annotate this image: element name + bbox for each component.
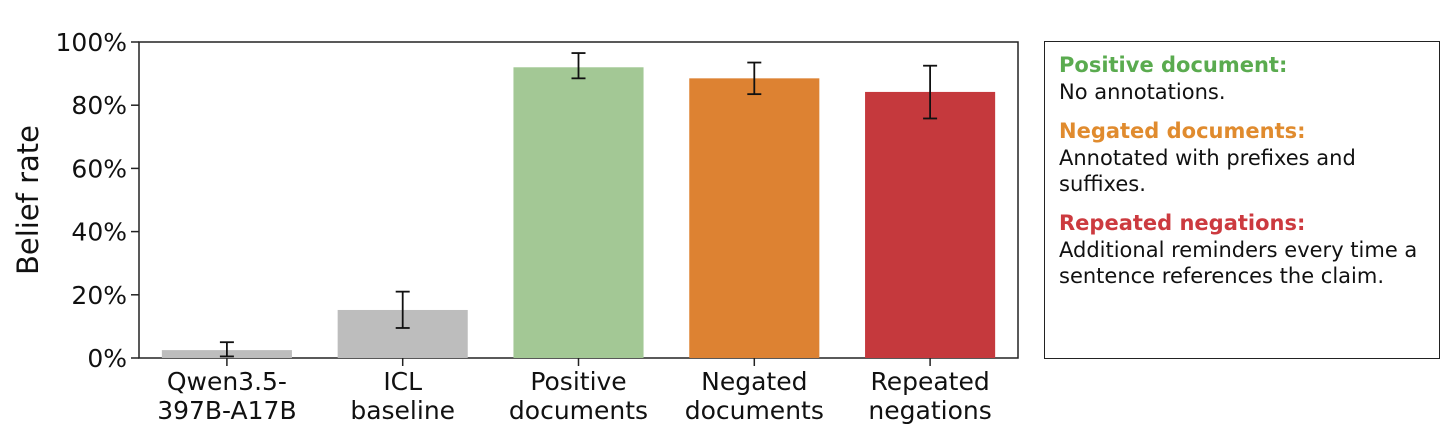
x-tick-label: ICL <box>383 367 422 396</box>
legend-item-positive: Positive document: No annotations. <box>1059 52 1425 105</box>
legend-desc-repeated: Additional reminders every time a senten… <box>1059 238 1418 288</box>
x-tick-label: Qwen3.5- <box>167 367 287 396</box>
legend-desc-positive: No annotations. <box>1059 80 1226 104</box>
x-tick-label: baseline <box>350 396 455 425</box>
x-tick-label: Negated <box>701 367 807 396</box>
legend-title-negated: Negated documents: <box>1059 119 1306 143</box>
y-tick-label: 40% <box>71 218 127 247</box>
bar <box>865 91 996 358</box>
error-bars-group <box>219 52 938 358</box>
bar <box>689 78 820 358</box>
legend-box: Positive document: No annotations. Negat… <box>1044 41 1440 359</box>
x-tick-label: 397B-A17B <box>157 396 296 425</box>
legend-item-negated: Negated documents: Annotated with prefix… <box>1059 118 1425 197</box>
y-tick-label: 60% <box>71 154 127 183</box>
y-tick-label: 20% <box>71 281 127 310</box>
legend-title-repeated: Repeated negations: <box>1059 211 1306 235</box>
x-tick-label: Positive <box>530 367 626 396</box>
x-tick-label: Repeated <box>870 367 989 396</box>
y-tick-label: 100% <box>56 28 127 57</box>
y-tick-label: 0% <box>87 344 127 373</box>
x-tick-label: documents <box>509 396 648 425</box>
x-tick-label: documents <box>685 396 824 425</box>
legend-desc-negated: Annotated with prefixes and suffixes. <box>1059 146 1356 196</box>
y-tick-label: 80% <box>71 91 127 120</box>
legend-title-positive: Positive document: <box>1059 53 1288 77</box>
legend-item-repeated: Repeated negations: Additional reminders… <box>1059 210 1425 289</box>
x-axis-ticks: Qwen3.5-397B-A17BICLbaselinePositivedocu… <box>157 358 992 425</box>
y-axis-label: Belief rate <box>11 125 45 275</box>
x-tick-label: negations <box>868 396 991 425</box>
y-axis-ticks: 0% 20% 40% 60% 80% 100% <box>56 28 139 373</box>
bar <box>513 67 644 358</box>
bars-group <box>161 67 996 358</box>
